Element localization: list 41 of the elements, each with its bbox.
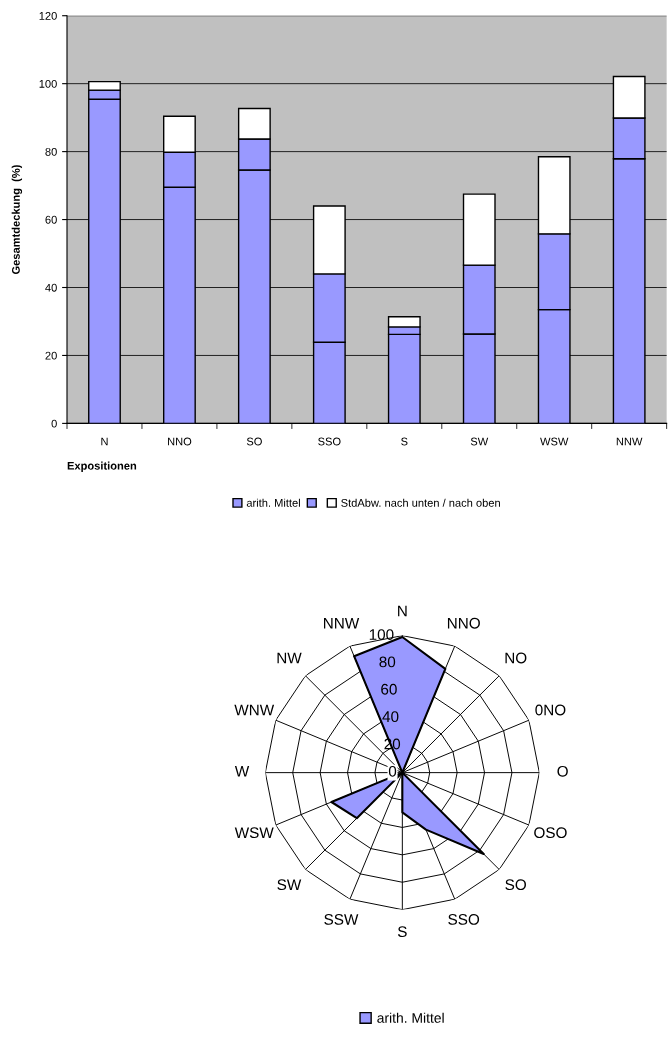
y-tick-label: 40 bbox=[45, 283, 57, 292]
x-tick-label: WSW bbox=[540, 437, 569, 446]
x-tick-label: SSO bbox=[318, 437, 341, 446]
spoke-label: W bbox=[234, 766, 250, 777]
y-tick-label: 40 bbox=[382, 711, 399, 723]
spoke-label: SSO bbox=[448, 914, 480, 925]
spoke-label: 0NO bbox=[535, 704, 566, 716]
spoke-label: SSW bbox=[324, 914, 359, 925]
legend-label: StdAbw. nach unten / nach oben bbox=[341, 498, 500, 507]
x-tick-label: NNW bbox=[616, 437, 643, 446]
y-tick-label: 80 bbox=[379, 656, 396, 668]
x-tick-label: N bbox=[101, 437, 108, 446]
y-tick-label: 0 bbox=[51, 419, 57, 428]
legend-label: arith. Mittel bbox=[377, 1012, 444, 1023]
y-tick-label: 100 bbox=[39, 79, 57, 88]
spoke-label: WSW bbox=[234, 827, 274, 839]
x-tick-label: SO bbox=[246, 437, 262, 446]
x-tick-label: SW bbox=[470, 437, 489, 446]
spoke-label: O bbox=[557, 765, 568, 777]
y-tick-label: 60 bbox=[45, 215, 57, 224]
y-axis-title: Gesamtdeckung (%) bbox=[11, 165, 23, 275]
spoke-label: NW bbox=[277, 652, 302, 664]
x-tick-label: NNO bbox=[168, 437, 192, 446]
y-tick-label: 60 bbox=[381, 683, 397, 695]
y-tick-label: 100 bbox=[369, 629, 394, 640]
spoke-label: SW bbox=[277, 879, 302, 891]
spoke-label: NO bbox=[505, 652, 527, 664]
y-tick-label: 120 bbox=[39, 11, 57, 20]
x-tick-label: S bbox=[401, 437, 408, 446]
x-axis-title: Expositionen bbox=[67, 461, 137, 472]
spoke-label: NNW bbox=[324, 617, 360, 629]
spoke-label: SO bbox=[505, 879, 526, 891]
y-tick-label: 0 bbox=[388, 765, 397, 777]
y-tick-label: 20 bbox=[45, 351, 57, 360]
spoke-label: N bbox=[398, 605, 407, 617]
spoke-label: S bbox=[397, 926, 407, 938]
spoke-label: WNW bbox=[234, 704, 275, 716]
legend-label: arith. Mittel bbox=[246, 498, 300, 507]
spoke-label: OSO bbox=[534, 827, 567, 839]
y-tick-label: 80 bbox=[45, 147, 57, 156]
spoke-label: NNO bbox=[447, 617, 480, 629]
